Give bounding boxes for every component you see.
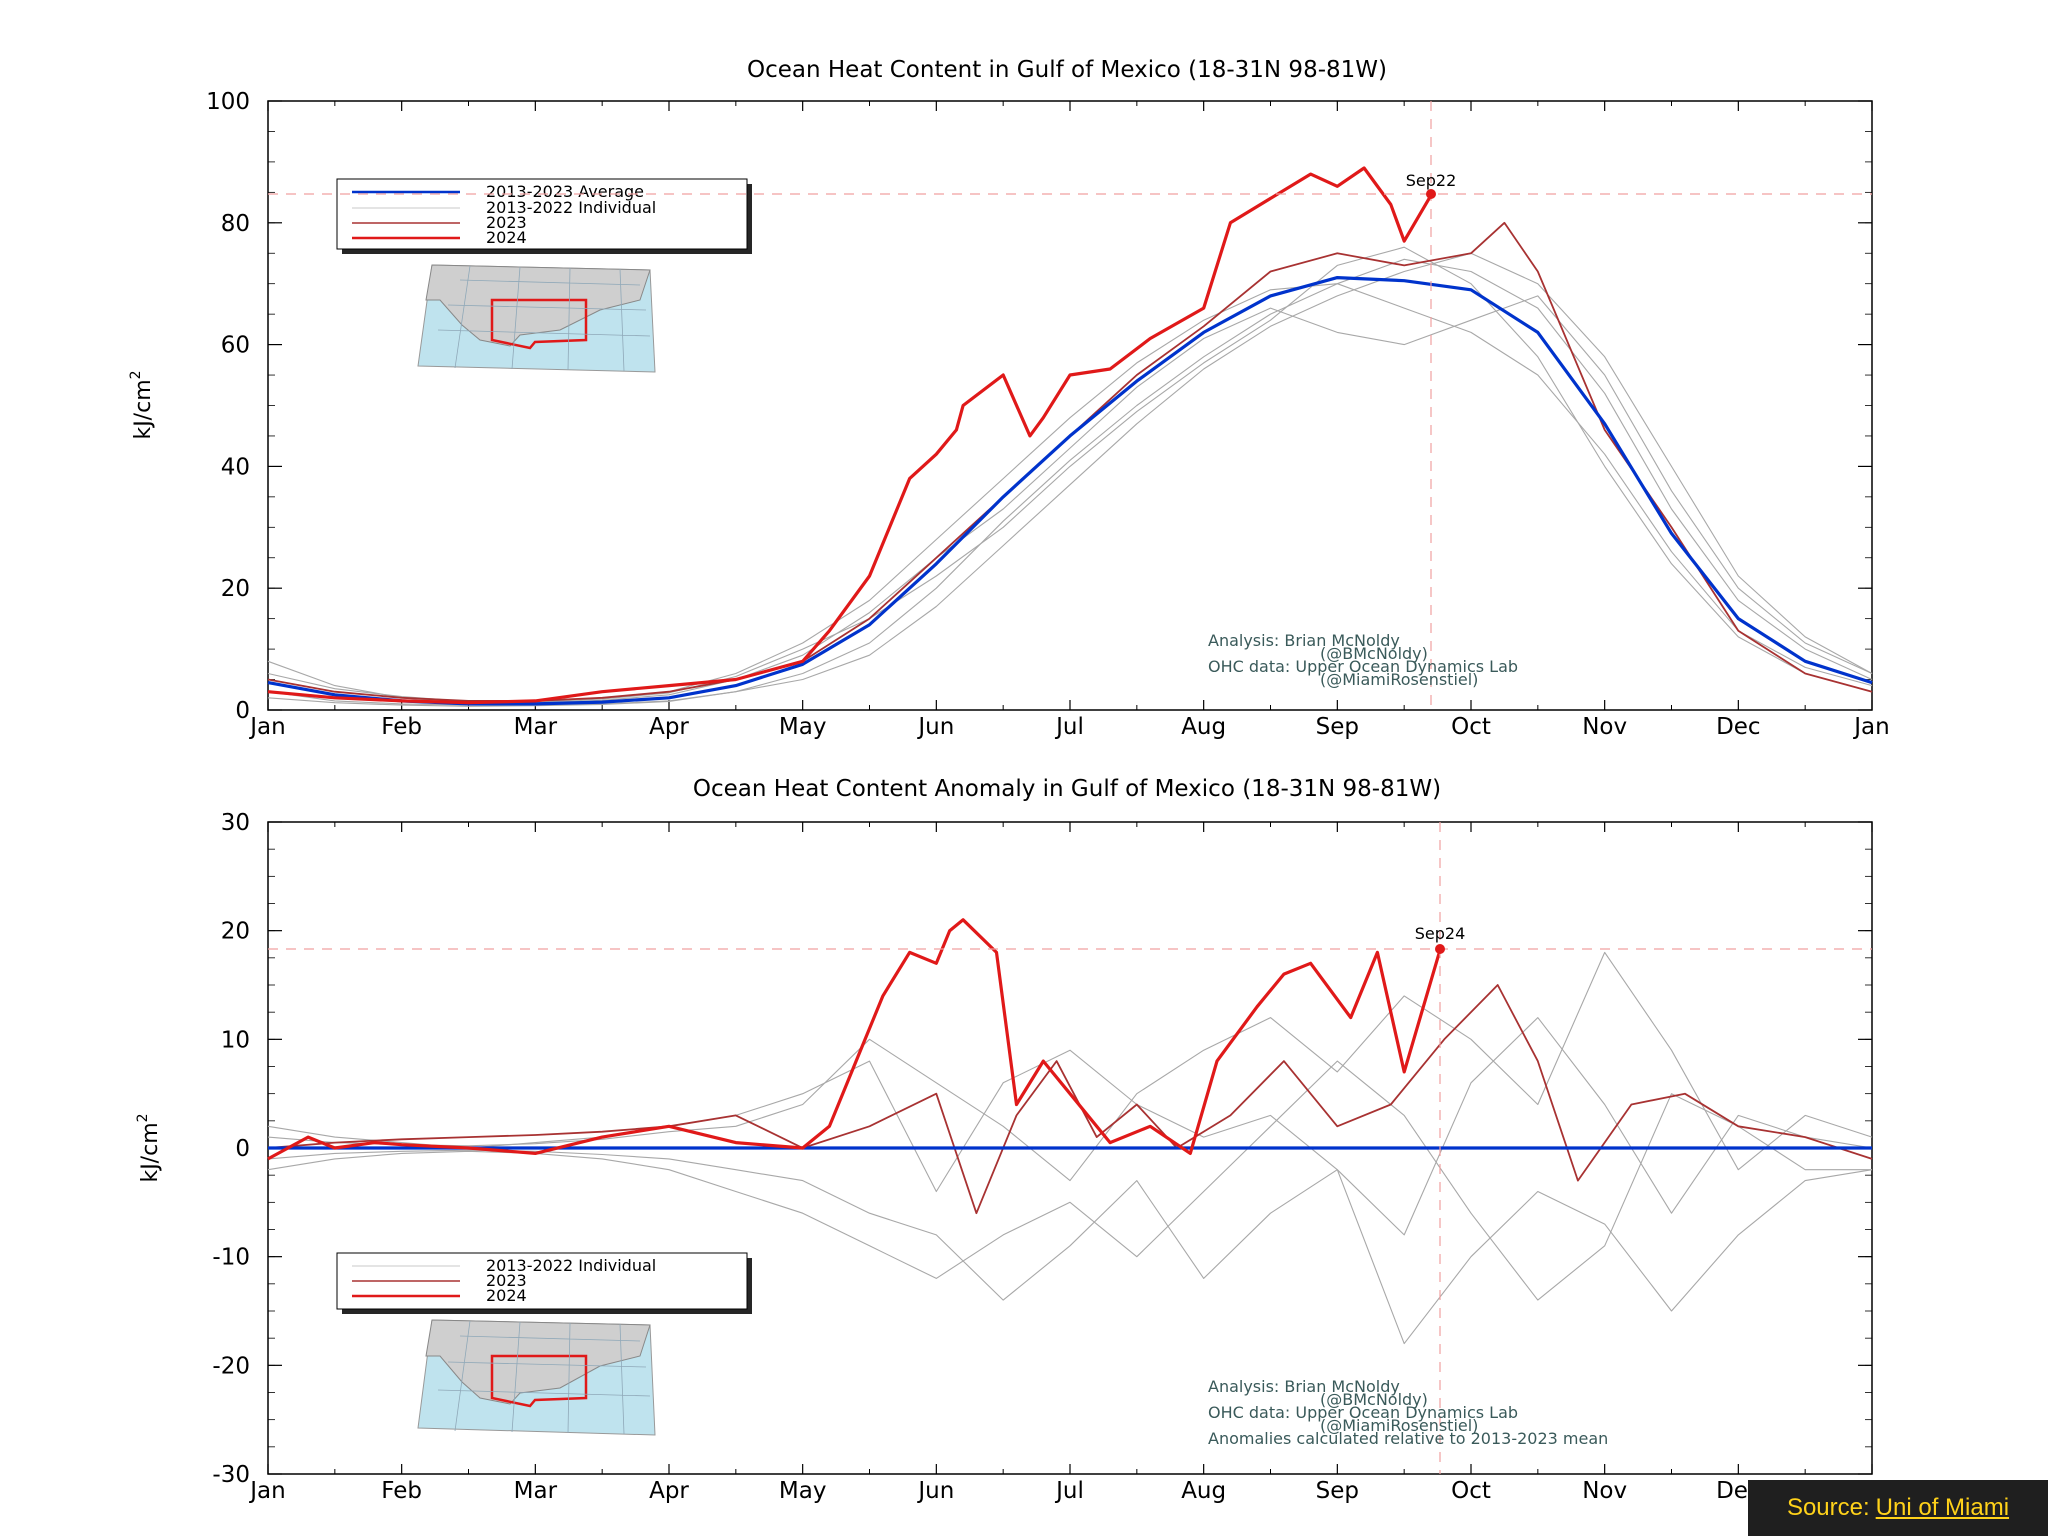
anomaly-chart-title: Ocean Heat Content Anomaly in Gulf of Me… [693, 776, 1441, 802]
svg-text:kJ/cm2: kJ/cm2 [135, 1113, 163, 1182]
svg-text:kJ/cm2: kJ/cm2 [128, 370, 156, 439]
svg-text:(@BMcNoldy): (@BMcNoldy) [1320, 1390, 1428, 1409]
anomaly-legend-2024: 2024 [486, 1286, 527, 1305]
ohc-y-tick-label: 0 [235, 698, 250, 724]
svg-text:(@MiamiRosenstiel): (@MiamiRosenstiel) [1320, 1416, 1478, 1435]
anomaly-x-tick-label: Apr [649, 1478, 689, 1504]
ohc-marker-point [1426, 189, 1436, 199]
anomaly-legend: 2013-2022 Individual 2023 2024 [336, 1252, 752, 1314]
ohc-legend-average: 2013-2023 Average [486, 182, 644, 201]
anomaly-x-tick-label: Jun [916, 1478, 954, 1504]
ohc-y-tick-label: 40 [221, 454, 250, 480]
ohc-y-tick-label: 60 [221, 333, 250, 359]
ohc-series-y2024-7 [267, 166, 1433, 705]
ohc-y-axis-label: kJ/cm2 [128, 370, 156, 439]
ohc-x-tick-label: Feb [381, 714, 422, 740]
ohc-chart-title: Ocean Heat Content in Gulf of Mexico (18… [747, 57, 1387, 83]
anomaly-x-tick-label: May [779, 1478, 827, 1504]
anomaly-y-tick-label: 20 [221, 919, 250, 945]
ohc-y-tick-label: 20 [221, 576, 250, 602]
ohc-series-individual-5 [267, 252, 1873, 707]
ohc-legend-2023: 2023 [486, 213, 527, 232]
anomaly-annotation: Analysis: Brian McNoldy (@BMcNoldy) OHC … [1208, 1377, 1608, 1448]
ohc-legend: 2013-2023 Average 2013-2022 Individual 2… [336, 178, 752, 254]
gulf-map-inset-2 [417, 1319, 656, 1436]
anomaly-x-tick-label: Nov [1582, 1478, 1627, 1504]
svg-text:Analysis: Brian McNoldy: Analysis: Brian McNoldy [1208, 1377, 1400, 1396]
ohc-marker-label: Sep22 [1406, 171, 1457, 190]
anomaly-y-tick-label: -20 [212, 1353, 250, 1379]
svg-text:OHC data: Upper Ocean Dynamics: OHC data: Upper Ocean Dynamics Lab [1208, 1403, 1518, 1422]
anomaly-y-axis-label: kJ/cm2 [135, 1113, 163, 1182]
source-link[interactable]: Uni of Miami [1875, 1494, 2010, 1521]
svg-text:(@MiamiRosenstiel): (@MiamiRosenstiel) [1320, 670, 1478, 689]
ohc-x-tick-label: Jan [1852, 714, 1889, 740]
anomaly-series-individual-4 [267, 1149, 1873, 1345]
anomaly-series-y2023-5 [267, 984, 1873, 1215]
source-label: Source: [1786, 1494, 1870, 1521]
ohc-x-tick-label: Dec [1716, 714, 1761, 740]
svg-text:Anomalies calculated relative: Anomalies calculated relative to 2013-20… [1208, 1429, 1608, 1448]
svg-text:Analysis: Brian McNoldy: Analysis: Brian McNoldy [1208, 631, 1400, 650]
ohc-x-tick-label: May [779, 714, 827, 740]
anomaly-y-tick-label: -30 [212, 1462, 250, 1488]
ohc-series [267, 166, 1873, 707]
anomaly-y-tick-label: -10 [212, 1245, 250, 1271]
ohc-x-tick-label: Mar [514, 714, 558, 740]
ohc-legend-individual: 2013-2022 Individual [486, 198, 656, 217]
ohc-legend-2024: 2024 [486, 228, 527, 247]
anomaly-x-tick-label: Mar [514, 1478, 558, 1504]
ohc-y-tick-label: 100 [206, 89, 250, 115]
ohc-x-tick-label: Apr [649, 714, 689, 740]
ohc-anomaly-chart: Ocean Heat Content Anomaly in Gulf of Me… [135, 776, 1890, 1504]
anomaly-x-tick-label: Feb [381, 1478, 422, 1504]
ohc-ticks: Jan Feb Mar Apr May Jun Jul Aug Sep Oct Nov Dec Jan0… [206, 89, 1890, 740]
anomaly-marker-label: Sep24 [1415, 924, 1466, 943]
ohc-series-average-0 [267, 276, 1873, 706]
svg-text:OHC data: Upper Ocean Dynamics: OHC data: Upper Ocean Dynamics Lab [1208, 657, 1518, 676]
anomaly-legend-individual: 2013-2022 Individual [486, 1256, 656, 1275]
anomaly-x-tick-label: Oct [1451, 1478, 1491, 1504]
anomaly-x-tick-label: Sep [1316, 1478, 1359, 1504]
anomaly-series-individual-1 [267, 1017, 1873, 1236]
anomaly-y-tick-label: 30 [221, 810, 250, 836]
ohc-annotation: Analysis: Brian McNoldy (@BMcNoldy) OHC … [1208, 631, 1518, 689]
ohc-x-tick-label: Aug [1181, 714, 1226, 740]
anomaly-y-tick-label: 10 [221, 1027, 250, 1053]
ohc-x-tick-label: Sep [1316, 714, 1359, 740]
anomaly-x-tick-label: Jul [1054, 1478, 1084, 1504]
anomaly-x-tick-label: Aug [1181, 1478, 1226, 1504]
source-credit: Source: Uni of Miami [1748, 1480, 2048, 1536]
ohc-x-tick-label: Jun [916, 714, 954, 740]
ohc-chart: Ocean Heat Content in Gulf of Mexico (18… [128, 57, 1890, 740]
ohc-x-tick-label: Jan [248, 714, 285, 740]
anomaly-legend-2023: 2023 [486, 1271, 527, 1290]
svg-text:(@BMcNoldy): (@BMcNoldy) [1320, 644, 1428, 663]
ohc-x-tick-label: Nov [1582, 714, 1627, 740]
anomaly-series-individual-3 [267, 951, 1873, 1182]
ohc-y-tick-label: 80 [221, 211, 250, 237]
ohc-x-tick-label: Jul [1054, 714, 1084, 740]
anomaly-x-tick-label: Jan [248, 1478, 285, 1504]
gulf-map-inset [417, 264, 656, 373]
anomaly-series-y2024-6 [267, 918, 1442, 1161]
ohc-x-tick-label: Oct [1451, 714, 1491, 740]
anomaly-marker-point [1435, 944, 1445, 954]
anomaly-series [267, 918, 1873, 1345]
anomaly-y-tick-label: 0 [235, 1136, 250, 1162]
